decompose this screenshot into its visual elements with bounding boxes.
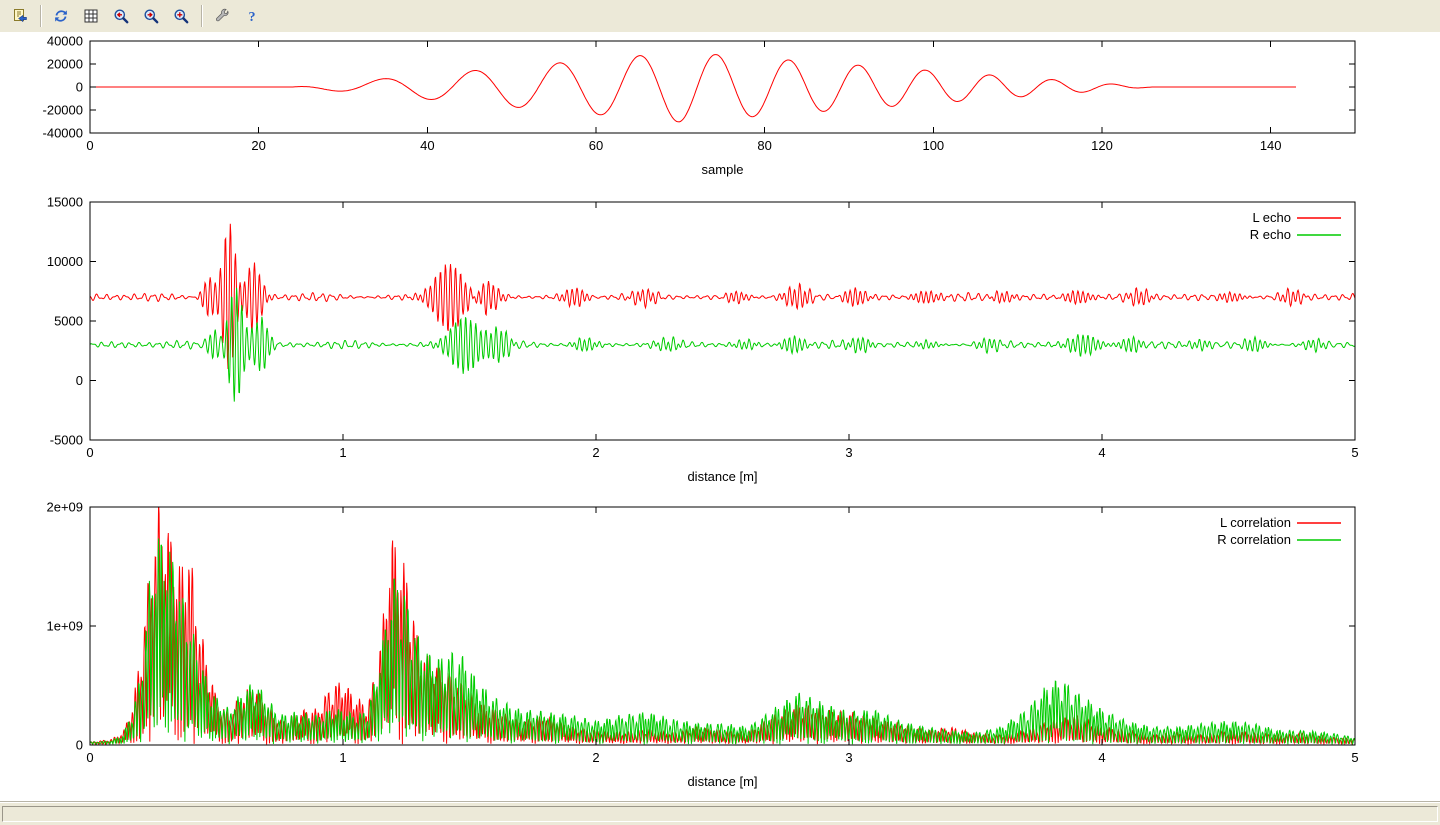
zoom-next-icon (144, 9, 159, 24)
y-tick-label: 2e+09 (46, 500, 83, 515)
x-tick-label: 140 (1260, 138, 1282, 153)
toolbar: ? (0, 0, 1440, 33)
y-tick-label: 0 (76, 738, 83, 753)
svg-text:?: ? (249, 10, 256, 24)
y-tick-label: 40000 (47, 34, 83, 49)
replot-button[interactable] (47, 3, 75, 29)
zoom-next-button[interactable] (137, 3, 165, 29)
plot-area-correlation[interactable] (90, 507, 1355, 745)
y-tick-label: 0 (76, 80, 83, 95)
y-tick-label: 5000 (54, 314, 83, 329)
chart-correlation: 0 1 2 3 4 5 0 1e+09 2e+09 distance [m] L correlati… (46, 500, 1358, 790)
y-tick-label: -40000 (43, 126, 83, 141)
y-tick-label: 1e+09 (46, 619, 83, 634)
legend-label-l-echo: L echo (1252, 210, 1291, 225)
x-tick-label: 1 (339, 750, 346, 765)
x-axis-label-echo: distance [m] (687, 469, 757, 484)
ticks-waveform (89, 40, 1355, 134)
legend-label-l-correlation: L correlation (1220, 515, 1291, 530)
x-tick-label: 2 (592, 445, 599, 460)
x-tick-label: 1 (339, 445, 346, 460)
y-tick-label: 0 (76, 373, 83, 388)
x-axis-label-waveform: sample (702, 162, 744, 177)
plots-svg: 0 20 40 60 80 100 120 140-40000-200000200004000… (43, 34, 1359, 790)
help-icon: ? (249, 10, 256, 24)
export-button[interactable] (6, 3, 34, 29)
help-button[interactable]: ? (238, 3, 266, 29)
ticks-correlation (89, 506, 1356, 746)
x-tick-label: 80 (757, 138, 771, 153)
chart-waveform: 0 20 40 60 80 100 120 140 -40000 -20000 0 20000 4000… (43, 34, 1356, 177)
y-tick-label: 15000 (47, 195, 83, 210)
toolbar-separator (40, 5, 41, 27)
x-tick-label: 5 (1351, 445, 1358, 460)
x-tick-label: 120 (1091, 138, 1113, 153)
legend-label-r-echo: R echo (1250, 227, 1291, 242)
y-tick-label: 10000 (47, 254, 83, 269)
y-tick-label: -20000 (43, 103, 83, 118)
x-tick-label: 4 (1098, 750, 1105, 765)
legend-label-r-correlation: R correlation (1217, 532, 1291, 547)
refresh-icon (54, 10, 68, 22)
settings-button[interactable] (208, 3, 236, 29)
x-tick-label: 3 (845, 445, 852, 460)
x-tick-label: 4 (1098, 445, 1105, 460)
ticks-echo (89, 201, 1356, 441)
series-line-l-echo (90, 223, 1355, 370)
x-tick-label: 60 (589, 138, 603, 153)
series-line-r-echo (90, 287, 1355, 402)
x-tick-label: 100 (922, 138, 944, 153)
plot-area-echo[interactable] (90, 202, 1355, 440)
x-tick-label: 20 (251, 138, 265, 153)
x-axis-label-correlation: distance [m] (687, 774, 757, 789)
y-tick-label: -5000 (50, 433, 83, 448)
x-tick-label: 0 (86, 750, 93, 765)
x-tick-label: 0 (86, 445, 93, 460)
x-tick-label: 2 (592, 750, 599, 765)
grid-icon (84, 9, 98, 23)
zoom-previous-button[interactable] (107, 3, 135, 29)
series-line-waveform (90, 54, 1296, 123)
x-tick-label: 5 (1351, 750, 1358, 765)
grid-button[interactable] (77, 3, 105, 29)
toolbar-separator (201, 5, 202, 27)
autoscale-button[interactable] (167, 3, 195, 29)
y-tick-label: 20000 (47, 57, 83, 72)
zoom-previous-icon (114, 9, 129, 24)
status-bar (0, 802, 1440, 825)
status-message (2, 806, 1438, 822)
wrench-icon (216, 8, 229, 22)
plot-canvas: 0 20 40 60 80 100 120 140 -40000 -20000 0 20000 4000… (0, 32, 1440, 803)
export-icon (14, 9, 27, 23)
x-tick-label: 3 (845, 750, 852, 765)
zoom-reset-icon (174, 9, 189, 24)
x-tick-label: 0 (86, 138, 93, 153)
series-line-r-correlation (90, 538, 1355, 745)
x-tick-label: 40 (420, 138, 434, 153)
